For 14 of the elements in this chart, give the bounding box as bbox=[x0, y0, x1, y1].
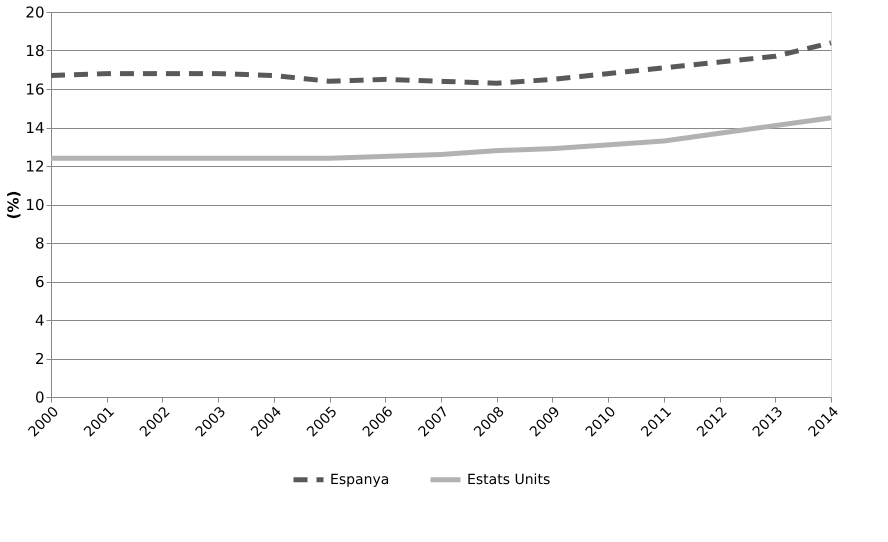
y-tick-label: 4 bbox=[34, 312, 44, 330]
y-tick-label: 8 bbox=[34, 234, 44, 252]
y-tick-label: 2 bbox=[34, 350, 44, 368]
y-tick-label: 16 bbox=[25, 80, 44, 98]
y-tick-label: 0 bbox=[34, 388, 44, 406]
y-tick-label: 6 bbox=[34, 273, 44, 291]
y-axis-title: (%) bbox=[4, 190, 22, 220]
y-tick-label: 12 bbox=[25, 158, 44, 176]
legend-label: Estats Units bbox=[467, 472, 550, 488]
legend-label: Espanya bbox=[330, 472, 390, 488]
y-tick-label: 20 bbox=[25, 4, 44, 22]
y-tick-label: 14 bbox=[25, 119, 44, 137]
y-tick-label: 10 bbox=[25, 196, 44, 214]
y-tick-label: 18 bbox=[25, 42, 44, 60]
